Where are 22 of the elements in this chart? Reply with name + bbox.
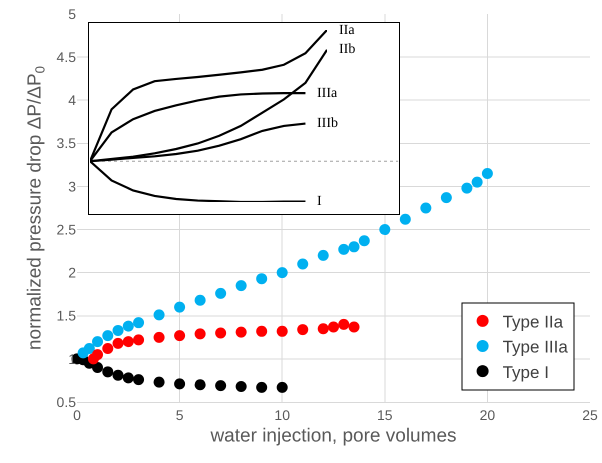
legend-label: Type IIa — [502, 312, 564, 332]
x-tick-label: 5 — [176, 406, 184, 423]
y-tick-label: 2 — [68, 264, 76, 281]
series-label: IIa — [339, 23, 356, 38]
y-tick-label: 3.5 — [56, 135, 76, 152]
x-tick-label: 20 — [480, 406, 496, 423]
x-tick-label: 25 — [582, 406, 598, 423]
x-tick-label: 10 — [274, 406, 290, 423]
legend-label: Type IIIa — [502, 338, 568, 357]
y-tick-label: 5 — [68, 6, 76, 22]
x-axis-title: water injection, pore volumes — [209, 426, 457, 447]
series-label: IIIa — [317, 86, 338, 101]
y-tick-label: 3 — [68, 178, 76, 194]
y-tick-label: 1.5 — [56, 308, 76, 324]
y-tick-label: 2.5 — [56, 221, 76, 238]
series-label: IIIb — [317, 116, 338, 131]
series-label: IIb — [339, 42, 356, 57]
series-label: I — [317, 194, 322, 209]
y-tick-label: 4.5 — [56, 49, 76, 66]
x-tick-label: 15 — [377, 406, 393, 423]
y-tick-label: 4 — [68, 92, 76, 108]
legend-label: Type I — [502, 362, 549, 382]
